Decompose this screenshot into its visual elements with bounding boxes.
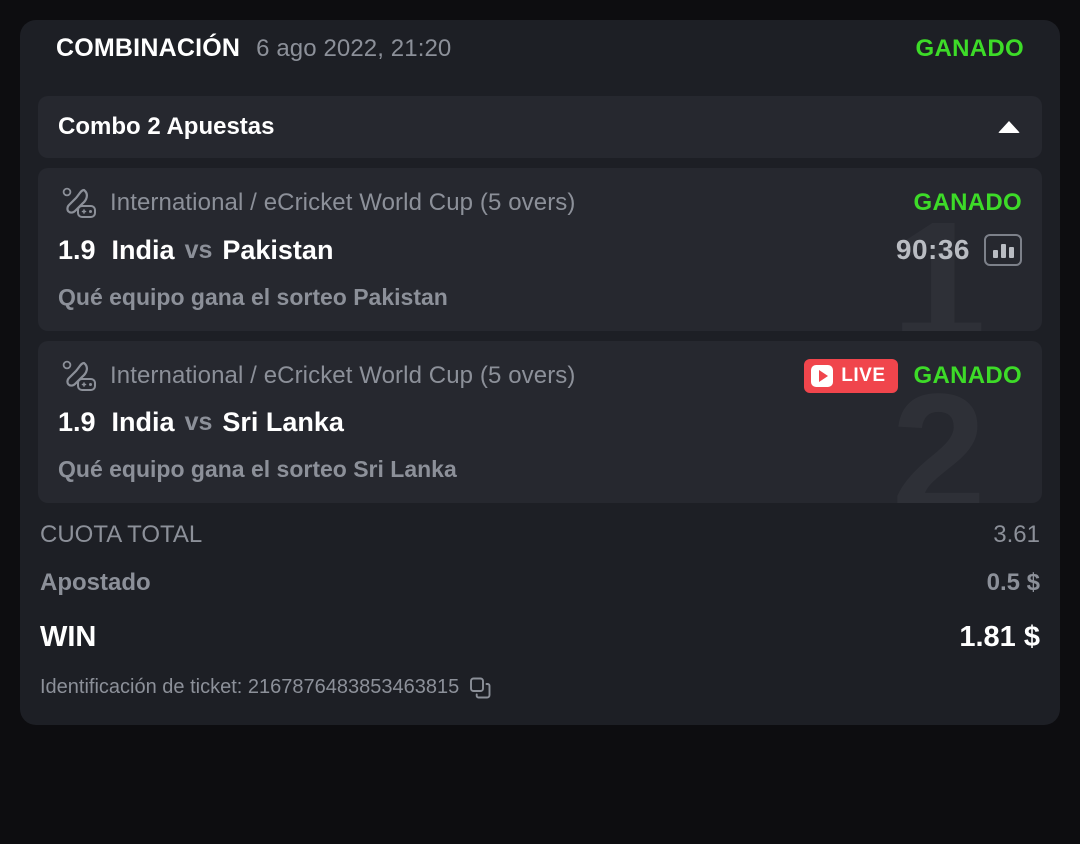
- live-label: LIVE: [841, 365, 886, 386]
- combo-label: Combo 2 Apuestas: [58, 113, 275, 140]
- total-odds-value: 3.61: [993, 521, 1040, 548]
- bet-match-line: 1.9 India vs Sri Lanka: [58, 407, 1022, 438]
- bet-market-label: Qué equipo gana el sorteo Pakistan: [58, 284, 448, 310]
- team-home: India: [111, 234, 175, 265]
- stake-value: 0.5 $: [986, 569, 1040, 596]
- win-line: WIN 1.81 $: [40, 621, 1040, 662]
- league-name: International / eCricket World Cup (5 ov…: [110, 189, 576, 216]
- combo-header-bar[interactable]: Combo 2 Apuestas: [38, 96, 1042, 158]
- bet-row-status-area: LIVE GANADO: [804, 359, 1022, 393]
- ticket-id-text: Identificación de ticket: 21678764838534…: [40, 676, 460, 698]
- win-label: WIN: [40, 621, 97, 653]
- triangle-up-icon: [998, 121, 1020, 133]
- bet-row-status-area: GANADO: [914, 189, 1022, 217]
- bet-status-badge: GANADO: [913, 189, 1022, 216]
- odd-value: 1.9: [58, 407, 96, 437]
- status-badge: GANADO: [915, 35, 1024, 62]
- bet-slip-card: COMBINACIÓN 6 ago 2022, 21:20 GANADO Com…: [20, 20, 1060, 725]
- league-name: International / eCricket World Cup (5 ov…: [110, 362, 576, 389]
- match-score: 90:36: [895, 234, 970, 265]
- match-right-area: 90:36: [896, 234, 1022, 266]
- live-badge[interactable]: LIVE: [804, 359, 898, 393]
- stake-line: Apostado 0.5 $: [40, 569, 1040, 605]
- bet-row-header: International / eCricket World Cup (5 ov…: [58, 359, 1022, 393]
- team-home: India: [111, 407, 175, 437]
- team-away: Sri Lanka: [222, 407, 344, 437]
- copy-icon[interactable]: [469, 677, 491, 699]
- ecricket-icon: [62, 360, 96, 391]
- bet-status-badge: GANADO: [913, 362, 1022, 389]
- total-odds-label: CUOTA TOTAL: [40, 521, 203, 548]
- play-icon: [811, 365, 834, 387]
- ticket-id-line: Identificación de ticket: 21678764838534…: [40, 662, 1040, 725]
- bet-row[interactable]: 2 International / eCricket World Cup (5 …: [38, 341, 1042, 503]
- win-value: 1.81 $: [959, 621, 1040, 653]
- team-away: Pakistan: [222, 234, 334, 265]
- bet-row[interactable]: 1 International / eCricket World Cup (5 …: [38, 168, 1042, 331]
- page-title: COMBINACIÓN: [56, 34, 241, 62]
- bar-chart-bar: [1008, 247, 1014, 258]
- total-odds-line: CUOTA TOTAL 3.61: [40, 521, 1040, 557]
- bar-chart-bar: [1000, 244, 1006, 258]
- bet-timestamp: 6 ago 2022, 21:20: [256, 35, 452, 62]
- bet-market-label: Qué equipo gana el sorteo Sri Lanka: [58, 456, 457, 482]
- card-header: COMBINACIÓN 6 ago 2022, 21:20 GANADO: [38, 34, 1042, 90]
- collapse-toggle-button[interactable]: [996, 114, 1022, 140]
- vs-label: vs: [184, 235, 213, 264]
- vs-label: vs: [184, 408, 213, 436]
- bar-chart-icon[interactable]: [984, 234, 1022, 266]
- odd-value: 1.9: [58, 234, 96, 265]
- bet-match-line: 1.9 India vs Pakistan 90:36: [58, 234, 1022, 266]
- bar-chart-bar: [992, 250, 998, 258]
- bet-row-header: International / eCricket World Cup (5 ov…: [58, 186, 1022, 220]
- stake-label: Apostado: [40, 569, 151, 596]
- bet-summary: CUOTA TOTAL 3.61 Apostado 0.5 $ WIN 1.81…: [38, 503, 1042, 725]
- ecricket-icon: [62, 187, 96, 218]
